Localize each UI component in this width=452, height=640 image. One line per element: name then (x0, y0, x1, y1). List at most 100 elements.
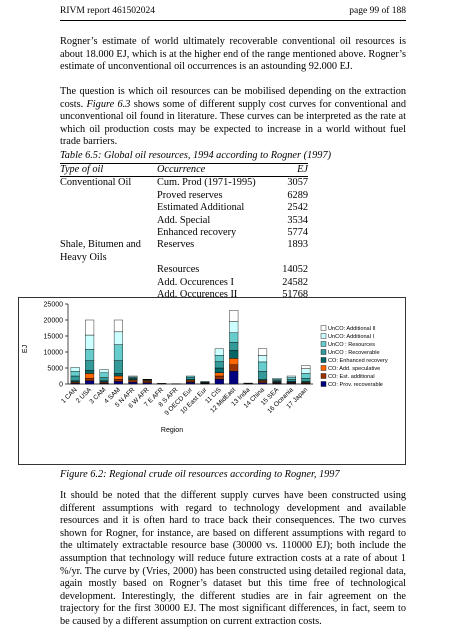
bar-segment (258, 355, 268, 363)
bar-segment (99, 377, 109, 381)
bar-segment (185, 377, 196, 380)
legend-label: UnCO: Additional I (328, 334, 374, 340)
table-row: Enhanced recovery 5774 (60, 227, 308, 239)
bar-segment (70, 367, 80, 372)
table-cell: Add. Special (157, 214, 211, 226)
bar-segment (301, 378, 311, 382)
table-cell: Cum. Prod (1971-1995) (157, 177, 256, 189)
bar-segment (113, 373, 123, 377)
table-cell: Add. Occurences II (157, 289, 238, 301)
table-cell: Occurrence (157, 162, 267, 178)
text: shows some of different supply cost curv… (60, 98, 407, 148)
bar-segment (229, 364, 239, 372)
header-right: page 99 of 188 (349, 6, 406, 16)
table-cell: Resources (157, 264, 200, 276)
bar-segment (113, 331, 123, 345)
y-tick-label: 10000 (44, 350, 64, 357)
bar-segment (85, 373, 95, 379)
bar-segment (258, 348, 268, 356)
bar-segment (85, 334, 95, 350)
y-tick-label: 5000 (47, 366, 63, 373)
bar-segment (113, 378, 123, 382)
bar-segment (85, 349, 95, 361)
bar-segment (229, 342, 239, 351)
bar-segment (214, 355, 224, 362)
legend-swatch (320, 341, 327, 347)
bar-segment (272, 378, 282, 380)
table-caption: Table 6.5: Global oil resources, 1994 ac… (60, 150, 332, 161)
bar-segment (229, 350, 239, 359)
bar-segment (286, 377, 296, 380)
y-tick-label: 25000 (44, 302, 64, 309)
table: Type of oil Occurrence EJ Conventional Oil C… (60, 162, 308, 301)
figure-caption: Figure 6.2: Regional crude oil resources… (60, 469, 340, 480)
table-cell (60, 215, 157, 227)
table-row: Type of oil Occurrence EJ (60, 162, 308, 178)
bar-segment (214, 348, 224, 356)
bar-segment (113, 319, 123, 333)
table-cell (60, 264, 157, 276)
table-cell: 24582 (282, 276, 308, 288)
bar-segment (214, 367, 224, 373)
bar-segment (301, 373, 311, 379)
bar-segment (113, 344, 123, 361)
table-cell: Type of oil (60, 162, 157, 178)
table-cell: EJ (267, 162, 308, 178)
table-cell: 51768 (282, 289, 308, 301)
table-row: Estimated Additional 2542 (60, 202, 308, 214)
bar-segment (85, 370, 95, 374)
table-cell: 3057 (287, 177, 308, 189)
bar-segment (286, 379, 296, 382)
legend-label: UnCO : Recoverable (328, 350, 380, 356)
table-cell (60, 190, 157, 202)
legend-label: CO: Prov. recoverable (328, 382, 383, 388)
table-cell: Shale, Bitumen and Heavy Oils (60, 239, 141, 263)
paragraph: It should be noted that the different su… (60, 490, 406, 627)
bar-segment (229, 332, 239, 343)
y-tick-label: 20000 (44, 318, 64, 325)
legend-swatch (320, 349, 327, 355)
bar-segment (200, 381, 210, 383)
table-row: Add. Special 3534 (60, 215, 308, 227)
bar-segment (70, 370, 80, 377)
legend-swatch (320, 381, 327, 387)
chart-frame (18, 297, 406, 465)
bar-segment (229, 310, 239, 322)
bar-segment (214, 361, 224, 369)
bar-segment (70, 375, 80, 381)
table-row: Shale, Bitumen and Heavy Oils Reserves 189… (60, 239, 308, 264)
bar-segment (301, 368, 311, 374)
bar-segment (214, 375, 224, 380)
table-row: Resources 14052 (60, 264, 308, 276)
legend-swatch (320, 333, 327, 339)
bar-segment (128, 381, 138, 385)
bar-segment (113, 381, 123, 385)
table-cell (60, 277, 157, 289)
y-tick-label: 15000 (44, 334, 64, 341)
bar-segment (85, 380, 95, 385)
bar-segment (258, 361, 268, 372)
bar-segment (214, 372, 224, 377)
bar-segment (229, 321, 239, 334)
bar-segment (185, 375, 196, 378)
legend-label: CO: Est. additional (328, 374, 375, 380)
bar-segment (85, 319, 95, 336)
bar-segment (229, 370, 239, 385)
legend-label: CO: Add. speculative (328, 366, 380, 372)
bar-segment (99, 369, 109, 373)
bar-segment (128, 375, 138, 378)
bar-segment (214, 378, 224, 385)
table-row: Conventional Oil Cum. Prod (1971-1995) 305… (60, 177, 308, 190)
y-tick-label: 0 (59, 382, 63, 389)
legend-swatch (320, 325, 327, 331)
table-cell: Enhanced recovery (157, 227, 237, 239)
table-cell: Estimated Additional (157, 202, 245, 214)
legend-swatch (320, 373, 327, 379)
bar-segment (229, 358, 239, 366)
bar-segment (113, 360, 123, 374)
bar-segment (258, 371, 268, 380)
table-cell: Proved reserves (157, 189, 223, 201)
bar-segment (185, 382, 196, 385)
table-cell: 14052 (282, 264, 308, 276)
x-axis-label: Region (161, 427, 183, 434)
